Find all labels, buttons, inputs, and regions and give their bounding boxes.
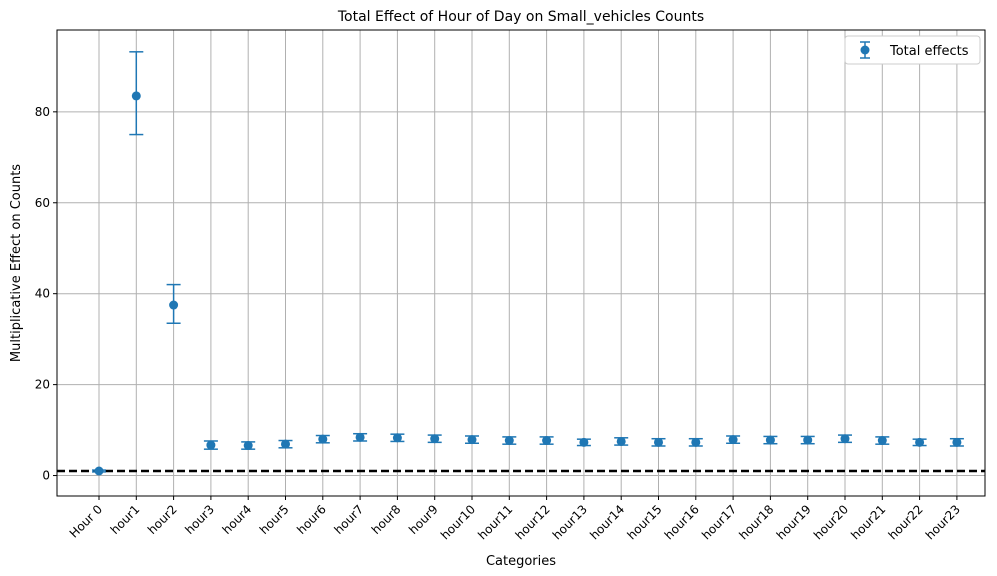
- data-point: [765, 435, 775, 445]
- plot-frame: [56, 29, 986, 497]
- x-tick-label: hour17: [699, 502, 739, 542]
- x-tick-label: hour9: [406, 502, 441, 537]
- data-point: [952, 437, 962, 447]
- x-axis: Hour 0 hour1 hour2 hour3 hour4 hour5 hour6 hour…: [67, 496, 963, 542]
- grid: [57, 30, 985, 496]
- legend-label: Total effects: [889, 44, 969, 59]
- legend: Total effects: [844, 35, 981, 65]
- data-point: [318, 434, 328, 444]
- x-tick-label: hour21: [848, 502, 888, 542]
- x-tick-label: hour16: [662, 502, 702, 542]
- x-tick-label: hour15: [624, 502, 664, 542]
- x-tick-label: hour4: [220, 502, 255, 537]
- data-point: [691, 437, 701, 447]
- data-point: [654, 437, 663, 447]
- x-tick-label: hour19: [774, 502, 814, 542]
- y-axis-label: Multiplicative Effect on Counts: [9, 164, 24, 362]
- data-point: [206, 440, 216, 450]
- x-tick-label: hour7: [331, 502, 366, 537]
- x-tick-label: hour20: [811, 502, 851, 542]
- data-point: [467, 435, 477, 445]
- y-tick-label: 0: [42, 469, 50, 483]
- data-point: [169, 300, 179, 310]
- x-tick-label: hour12: [513, 502, 553, 542]
- x-tick-label: hour22: [886, 502, 926, 542]
- data-point: [355, 432, 365, 442]
- x-tick-label: hour5: [257, 502, 292, 537]
- x-tick-label: hour14: [587, 502, 627, 542]
- data-point: [542, 436, 552, 446]
- data-point: [728, 435, 738, 445]
- x-tick-label: hour1: [108, 502, 143, 537]
- data-point: [392, 433, 402, 443]
- x-tick-label: hour11: [475, 502, 515, 542]
- data-point: [131, 91, 141, 101]
- data-point: [243, 441, 253, 451]
- data-point: [281, 439, 290, 449]
- x-tick-label: hour18: [736, 502, 776, 542]
- x-tick-label: hour23: [923, 502, 963, 542]
- y-axis: 0 20 40 60 80: [35, 105, 57, 483]
- data-point: [915, 437, 925, 447]
- data-point: [840, 434, 850, 444]
- x-tick-label: Hour 0: [67, 502, 105, 540]
- x-tick-label: hour2: [145, 502, 180, 537]
- x-tick-label: hour10: [438, 502, 478, 542]
- data-point: [579, 437, 589, 447]
- y-tick-label: 60: [35, 196, 50, 210]
- data-point: [616, 436, 626, 446]
- data-point: [877, 436, 887, 446]
- x-tick-label: hour8: [369, 502, 404, 537]
- chart-title: Total Effect of Hour of Day on Small_veh…: [337, 9, 704, 25]
- legend-box: [844, 35, 981, 65]
- data-point: [94, 466, 104, 476]
- data-point: [430, 434, 440, 444]
- legend-marker: [860, 45, 870, 55]
- x-tick-label: hour6: [294, 502, 329, 537]
- x-tick-label: hour3: [182, 502, 217, 537]
- y-tick-label: 80: [35, 105, 50, 119]
- data-layer: [92, 51, 964, 476]
- y-tick-label: 20: [35, 378, 50, 392]
- x-tick-label: hour13: [550, 502, 590, 542]
- y-tick-label: 40: [35, 287, 50, 301]
- data-point: [504, 436, 514, 446]
- x-axis-label: Categories: [486, 554, 556, 569]
- data-point: [803, 435, 813, 445]
